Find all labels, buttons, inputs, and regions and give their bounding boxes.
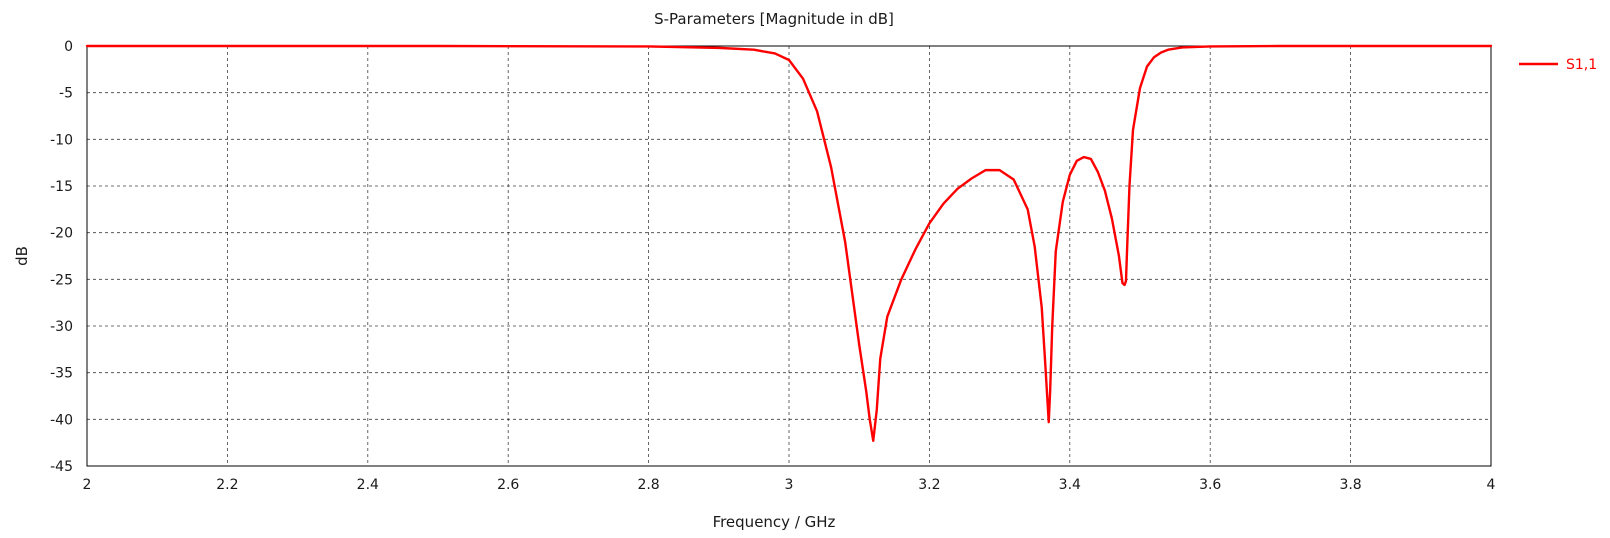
x-tick-label: 2.4: [357, 477, 379, 493]
x-tick-label: 3.8: [1339, 477, 1361, 493]
chart-title: S-Parameters [Magnitude in dB]: [654, 10, 894, 28]
y-tick-label: -40: [50, 412, 73, 428]
y-tick-label: -15: [50, 179, 73, 195]
legend: S1,1: [1519, 57, 1597, 73]
y-tick-label: -25: [50, 272, 73, 288]
y-tick-label: -35: [50, 366, 73, 382]
x-tick-label: 3.6: [1199, 477, 1221, 493]
x-tick-label: 3.2: [918, 477, 940, 493]
x-tick-label: 3.4: [1059, 477, 1081, 493]
x-tick-label: 4: [1487, 477, 1496, 493]
y-axis-tick-labels: 0 -5 -10 -15 -20 -25 -30 -35 -40 -45: [50, 39, 73, 475]
x-tick-label: 2.2: [216, 477, 238, 493]
series-layer: [85, 44, 1493, 442]
y-tick-label: -10: [50, 132, 73, 148]
x-tick-label: 3: [785, 477, 794, 493]
y-tick-label: -30: [50, 319, 73, 335]
x-axis-label: Frequency / GHz: [713, 513, 836, 531]
x-tick-label: 2: [83, 477, 92, 493]
y-tick-label: -5: [59, 86, 73, 102]
series-line-s11: [85, 44, 1493, 442]
x-axis-tick-labels: 2 2.2 2.4 2.6 2.8 3 3.2 3.4 3.6 3.8 4: [83, 477, 1496, 493]
grid: [87, 46, 1491, 466]
x-tick-label: 2.6: [497, 477, 519, 493]
y-tick-label: -20: [50, 226, 73, 242]
y-tick-label: -45: [50, 459, 73, 475]
legend-label-s11: S1,1: [1566, 57, 1597, 73]
y-axis-label: dB: [13, 246, 31, 266]
y-tick-label: 0: [64, 39, 73, 55]
x-tick-label: 2.8: [637, 477, 659, 493]
